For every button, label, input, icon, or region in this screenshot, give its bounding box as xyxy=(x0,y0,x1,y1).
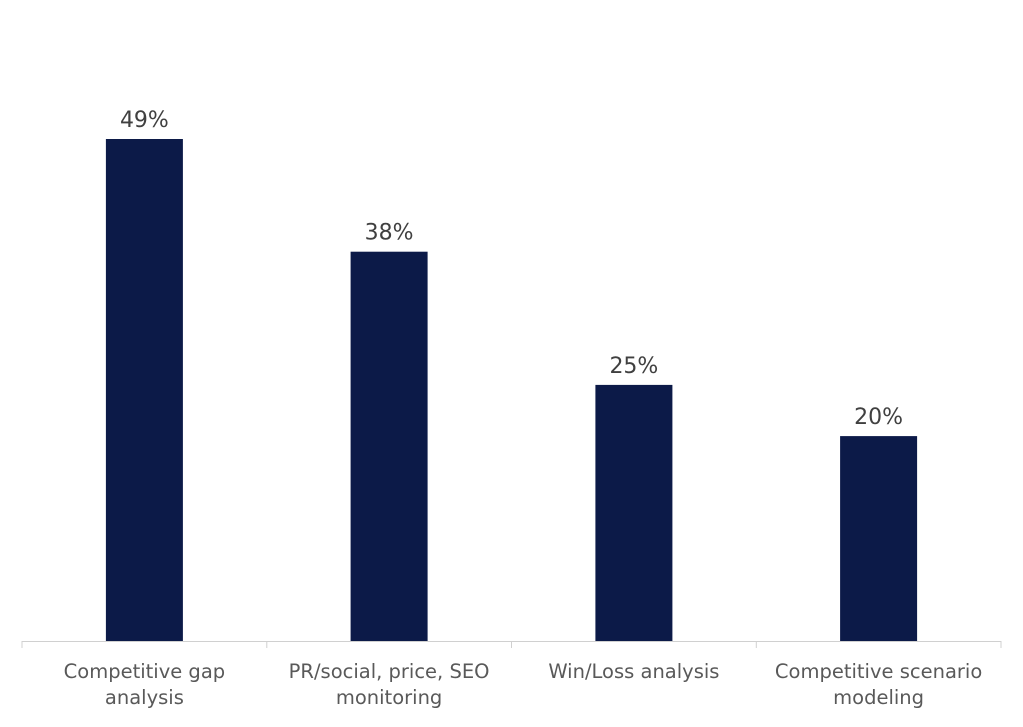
category-label-line: monitoring xyxy=(336,686,442,709)
bar-4 xyxy=(840,436,918,641)
category-label-4: Competitive scenario modeling xyxy=(775,660,982,709)
category-label-line: modeling xyxy=(833,686,924,709)
bars-layer xyxy=(105,139,918,641)
x-axis xyxy=(21,641,1002,648)
category-label-line: Competitive scenario xyxy=(775,660,982,683)
category-label-line: Win/Loss analysis xyxy=(548,660,719,683)
bar-value-label-2: 38% xyxy=(365,221,414,246)
bar-3 xyxy=(595,384,673,641)
category-labels-layer: Competitive gap analysis PR/social, price,… xyxy=(64,660,983,709)
bar-value-label-3: 25% xyxy=(609,354,658,379)
category-label-3: Win/Loss analysis xyxy=(548,660,719,683)
category-label-line: Competitive gap xyxy=(64,660,225,683)
category-label-line: PR/social, price, SEO xyxy=(289,660,490,683)
bar-value-label-4: 20% xyxy=(854,405,903,430)
category-label-1: Competitive gap analysis xyxy=(64,660,225,709)
bar-2 xyxy=(350,251,428,641)
bar-1 xyxy=(105,139,183,641)
category-label-line: analysis xyxy=(105,686,184,709)
category-label-2: PR/social, price, SEO monitoring xyxy=(289,660,490,709)
value-labels-layer: 49% 38% 25% 20% xyxy=(120,108,903,430)
bar-value-label-1: 49% xyxy=(120,108,169,133)
